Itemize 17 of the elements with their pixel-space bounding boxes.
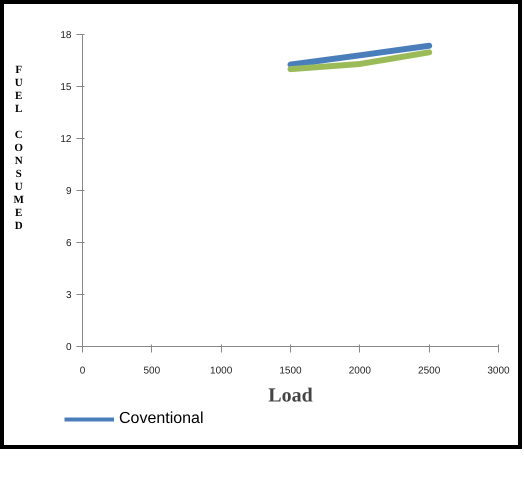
y-tick-label: 15 [60,82,72,93]
y-tick-label: 18 [60,30,72,41]
x-tick-label: 1000 [210,366,233,376]
x-tick-label: 2500 [418,366,441,376]
x-axis-title: Load [268,384,313,406]
x-tick-label: 2000 [348,366,372,376]
y-axis-title: FUEL CONSUMED [12,64,26,233]
x-tick-label: 500 [143,366,161,376]
legend-label: Coventional [119,410,204,428]
y-tick-label: 12 [60,134,72,145]
y-tick-label: 0 [66,342,72,353]
y-tick-label: 9 [66,186,72,197]
x-tick-label: 0 [80,366,86,376]
x-tick-label: 1500 [279,366,302,376]
x-tick-label: 3000 [487,366,510,376]
y-tick-label: 6 [66,238,72,249]
y-tick-label: 3 [66,290,72,301]
